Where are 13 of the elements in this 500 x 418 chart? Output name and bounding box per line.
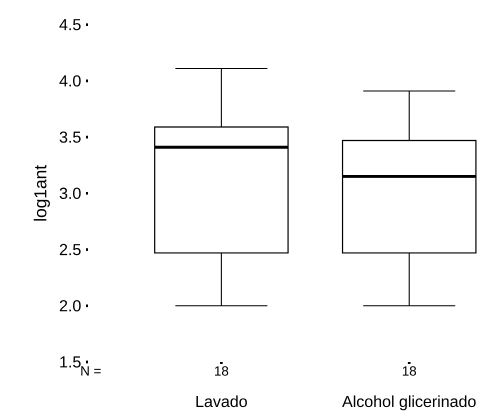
y-tick-label: 3.0 [60, 188, 81, 199]
y-tick-label: 2.5 [60, 244, 81, 256]
text: N = [81, 366, 101, 376]
y-tick-label: 1.5 [60, 356, 81, 368]
text: 18 [402, 366, 416, 376]
y-tick-label: 4.0 [59, 75, 81, 87]
y-tick-label: 3.5 [60, 131, 81, 143]
x-tick-label: Alcohol glicerinado [342, 395, 476, 410]
y-tick-label: 4.5 [59, 19, 81, 30]
y-tick-label: 2.0 [60, 300, 81, 312]
y-axis-title: log1ant [34, 165, 50, 221]
text: 18 [214, 366, 228, 376]
x-tick-label: Lavado [196, 395, 247, 408]
